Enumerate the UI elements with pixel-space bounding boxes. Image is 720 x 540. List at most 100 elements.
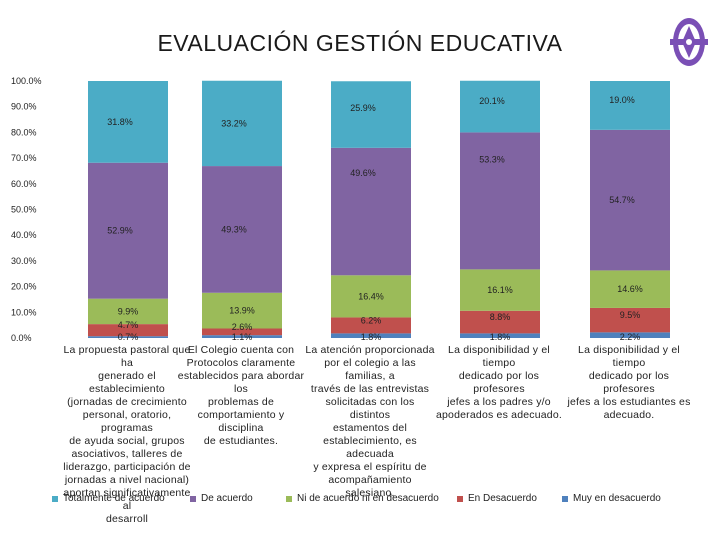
data-label: 6.2% (361, 315, 382, 325)
chart-title: EVALUACIÓN GESTIÓN EDUCATIVA (157, 30, 563, 56)
category-label-line: El Colegio cuenta con (187, 344, 295, 356)
category-label-line: jefes a los padres y/o (447, 396, 551, 408)
data-label: 1.8% (361, 332, 382, 342)
bar-segment (88, 324, 168, 337)
bar-segment (88, 162, 168, 299)
legend-label: De acuerdo (201, 493, 253, 504)
data-label: 33.2% (221, 118, 247, 128)
data-label: 20.1% (479, 96, 505, 106)
category-label-line: La disponibilidad y el tiempo (578, 344, 680, 369)
y-tick-label: 50.0% (11, 205, 37, 215)
bar-segment (88, 298, 168, 325)
category-label-line: La disponibilidad y el tiempo (448, 344, 550, 369)
legend-swatch (457, 495, 463, 502)
data-label: 53.3% (479, 155, 505, 165)
category-label-line: solicitadas con los distintos (325, 396, 415, 421)
category-label-line: generado el establecimiento (89, 370, 165, 395)
data-label: 14.6% (617, 284, 643, 294)
category-label: El Colegio cuenta con Protocolos claramen… (176, 344, 306, 448)
bar-segment (202, 335, 282, 338)
data-label: 1.1% (232, 332, 253, 342)
category-label-line: (jornadas de crecimiento (67, 396, 187, 408)
bar-segment (460, 269, 540, 311)
legend-item: De acuerdo (190, 493, 253, 504)
category-label-line: establecidos para abordar los (177, 370, 305, 395)
category-label-line: y expresa el espíritu de (313, 461, 427, 473)
legend-label: Totalmente de acuerdo (63, 493, 165, 504)
legend-swatch (52, 495, 58, 502)
category-label-line: liderazgo, participación de (63, 461, 191, 473)
category-label-line: comportamiento y disciplina (197, 409, 285, 434)
legend: Totalmente de acuerdo De acuerdo Ni de acu… (0, 493, 720, 509)
data-label: 9.5% (620, 310, 641, 320)
data-label: 49.3% (221, 224, 247, 234)
bar-segment (460, 333, 540, 338)
y-tick-label: 90.0% (11, 102, 37, 112)
data-label: 54.7% (609, 195, 635, 205)
category-label-line: estamentos del (332, 422, 407, 434)
bar-segment (202, 166, 282, 293)
y-tick-label: 60.0% (11, 179, 37, 189)
data-label: 2.6% (232, 322, 253, 332)
bar-segment (331, 333, 411, 338)
bar-segment (331, 81, 411, 148)
category-label-line: dedicado por los profesores (588, 370, 670, 395)
legend-item: Ni de acuerdo ni en desacuerdo (286, 493, 439, 504)
category-label: La disponibilidad y el tiempo dedicado po… (434, 344, 564, 422)
legend-item: En Desacuerdo (457, 493, 537, 504)
legend-label: Ni de acuerdo ni en desacuerdo (297, 493, 439, 504)
data-label: 8.8% (490, 312, 511, 322)
category-label-line: jefes a los estudiantes es (567, 396, 691, 408)
category-label-line: La propuesta pastoral que ha (63, 344, 191, 369)
data-label: 0.7% (118, 332, 139, 342)
data-label: 2.2% (620, 332, 641, 342)
category-label-line: personal, oratorio, programas (82, 409, 172, 434)
data-label: 19.0% (609, 95, 635, 105)
data-label: 16.1% (487, 285, 513, 295)
data-label: 4.7% (118, 320, 139, 330)
category-label-line: de estudiantes. (203, 435, 279, 447)
category-label: La atención proporcionada por el colegio … (305, 344, 435, 500)
bar-segment (88, 81, 168, 163)
data-label: 25.9% (350, 103, 376, 113)
bar-segment (460, 310, 540, 334)
legend-swatch (286, 495, 292, 502)
legend-label: En Desacuerdo (468, 493, 537, 504)
category-label-line: través de las entrevistas (310, 383, 430, 395)
school-logo-icon (670, 18, 708, 66)
bar-segment (590, 270, 670, 308)
data-label: 49.6% (350, 168, 376, 178)
y-tick-label: 100.0% (11, 76, 42, 86)
legend-swatch (190, 495, 196, 502)
legend-label: Muy en desacuerdo (573, 493, 661, 504)
y-tick-label: 30.0% (11, 256, 37, 266)
bar-segment (590, 307, 670, 333)
bar-segment (460, 132, 540, 270)
category-label-line: problemas de (207, 396, 275, 408)
category-label-line: aportan significativamente al (63, 487, 191, 512)
y-tick-label: 80.0% (11, 127, 37, 137)
category-label-line: dedicado por los profesores (458, 370, 540, 395)
bar-segment (331, 147, 411, 276)
bar-segment (88, 336, 168, 338)
y-tick-label: 40.0% (11, 230, 37, 240)
data-label: 13.9% (229, 306, 255, 316)
data-label: 9.9% (118, 306, 139, 316)
data-label: 52.9% (107, 226, 133, 236)
category-label-line: adecuado. (603, 409, 655, 421)
y-tick-label: 0.0% (11, 333, 32, 343)
category-label-line: La atención proporcionada (305, 344, 435, 356)
category-label-line: acompañamiento salesiano. (328, 474, 412, 499)
category-label-line: apoderados es adecuado. (435, 409, 563, 421)
category-label: La disponibilidad y el tiempo dedicado po… (564, 344, 694, 422)
y-tick-label: 10.0% (11, 307, 37, 317)
bar-segment (331, 275, 411, 318)
y-tick-label: 70.0% (11, 153, 37, 163)
category-label-line: Protocolos claramente (186, 357, 296, 369)
legend-item: Totalmente de acuerdo (52, 493, 165, 504)
category-label-line: establecimiento, es adecuada (323, 435, 417, 460)
bar-segment (590, 332, 670, 338)
legend-item: Muy en desacuerdo (562, 493, 661, 504)
category-label-line: desarroll (105, 513, 149, 525)
